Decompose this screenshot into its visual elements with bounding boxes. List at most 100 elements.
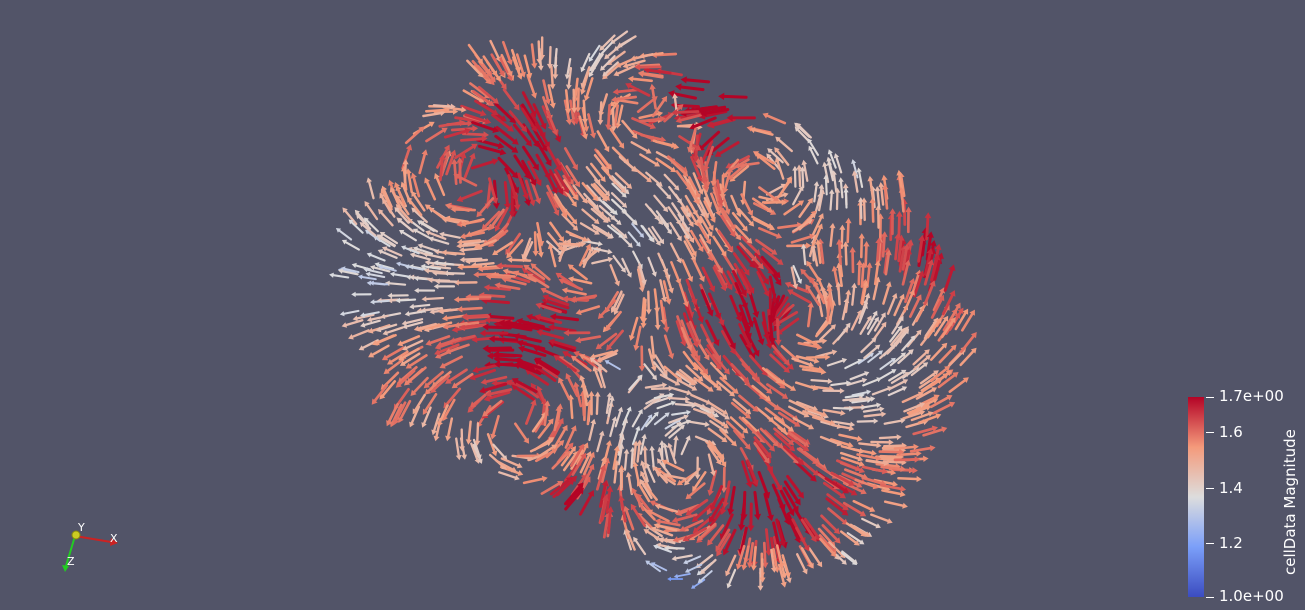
vector-glyph-head — [926, 231, 934, 238]
vector-glyph-head — [822, 161, 828, 167]
vector-glyph-head — [726, 583, 732, 589]
vector-glyph — [683, 235, 696, 254]
vector-glyph — [667, 546, 685, 550]
vector-glyph — [733, 429, 749, 448]
vector-glyph-head — [413, 325, 420, 332]
vector-glyph-head — [573, 381, 580, 388]
vector-glyph — [724, 480, 731, 504]
vector-glyph — [648, 207, 662, 223]
vector-glyph — [551, 453, 568, 470]
vector-glyph-head — [572, 164, 578, 171]
vector-glyph — [618, 155, 635, 170]
vector-glyph — [560, 448, 575, 467]
vector-glyph — [546, 146, 560, 168]
vector-glyph — [521, 103, 536, 126]
vector-glyph — [408, 310, 426, 315]
vector-glyph — [598, 484, 607, 508]
vector-glyph — [688, 498, 709, 514]
vector-glyph-head — [743, 376, 750, 384]
vector-glyph-head — [675, 509, 683, 516]
vector-glyph — [581, 208, 597, 223]
vector-glyph — [883, 188, 889, 210]
vector-glyph — [405, 321, 424, 328]
vector-glyph-head — [935, 317, 942, 324]
vector-glyph — [614, 172, 630, 187]
vector-glyph-head — [836, 262, 843, 269]
vector-glyph-head — [748, 287, 755, 294]
vector-glyph — [722, 94, 748, 99]
vector-glyph — [380, 250, 398, 259]
vector-glyph-head — [395, 381, 402, 388]
vector-glyph-head — [570, 355, 578, 362]
vector-glyph — [888, 371, 904, 382]
vector-glyph — [812, 216, 823, 236]
vector-glyph — [756, 431, 773, 449]
vector-glyph-head — [481, 223, 488, 230]
vector-glyph-head — [496, 262, 502, 270]
vector-glyph — [425, 296, 445, 301]
vector-glyph-head — [633, 536, 639, 543]
vector-glyph-head — [767, 514, 774, 522]
vector-glyph — [424, 306, 444, 312]
vector-glyph-head — [866, 315, 872, 322]
vector-glyph — [824, 177, 828, 196]
vector-glyph-head — [692, 350, 698, 357]
colorbar-tick-1-6 — [1206, 432, 1214, 433]
vector-glyph-head — [704, 421, 710, 428]
vector-glyph — [766, 114, 787, 125]
vector-glyph-head — [969, 309, 975, 316]
vector-glyph-head — [570, 295, 577, 303]
vector-glyph — [890, 330, 903, 346]
vector-glyph — [537, 421, 552, 439]
vector-glyph — [491, 113, 511, 130]
vector-glyph — [655, 157, 674, 171]
vector-glyph-head — [451, 382, 458, 389]
vector-glyph — [863, 413, 883, 418]
vector-glyph-head — [511, 146, 519, 153]
vector-glyph-head — [910, 335, 916, 341]
vector-glyph — [608, 329, 624, 348]
vector-glyph — [693, 376, 711, 391]
vector-glyph-head — [902, 502, 908, 509]
vector-glyph-head — [578, 241, 584, 248]
vector-glyph-head — [697, 316, 704, 324]
vector-glyph-head — [775, 232, 783, 239]
vector-glyph — [732, 398, 749, 413]
vector-glyph-head — [342, 207, 348, 213]
vector-glyph-head — [875, 455, 882, 462]
vector-glyph — [381, 380, 397, 397]
vector-glyph — [816, 243, 822, 264]
vector-glyph-head — [381, 185, 387, 192]
vector-glyph-head — [691, 385, 698, 391]
vector-glyph — [701, 139, 714, 162]
vector-glyph-head — [860, 488, 867, 495]
vector-glyph-head — [599, 45, 605, 51]
vector-glyph — [815, 321, 830, 338]
vector-glyph — [792, 417, 811, 428]
vector-glyph — [379, 323, 398, 331]
vector-glyph — [796, 553, 807, 572]
vector-glyph-head — [655, 471, 662, 478]
vector-glyph — [693, 471, 707, 489]
vector-glyph-head — [455, 454, 462, 461]
vector-glyph — [790, 266, 797, 286]
vector-glyph-head — [443, 150, 451, 157]
vector-glyph — [687, 176, 700, 196]
vector-glyph — [633, 491, 645, 512]
vector-glyph — [826, 299, 831, 322]
vector-glyph — [562, 453, 577, 472]
vector-glyph — [646, 465, 656, 483]
vector-glyph — [666, 474, 687, 481]
vector-glyph — [572, 184, 586, 201]
vector-glyph — [910, 412, 931, 422]
vector-glyph-head — [899, 293, 905, 300]
vector-glyph — [960, 312, 974, 332]
vector-glyph-head — [780, 581, 787, 588]
vector-glyph — [501, 40, 512, 62]
vector-glyph-head — [410, 172, 417, 179]
vector-glyph-head — [480, 109, 487, 117]
vector-glyph-head — [633, 344, 640, 351]
vector-glyph — [386, 358, 405, 373]
vector-glyph-head — [770, 567, 777, 573]
